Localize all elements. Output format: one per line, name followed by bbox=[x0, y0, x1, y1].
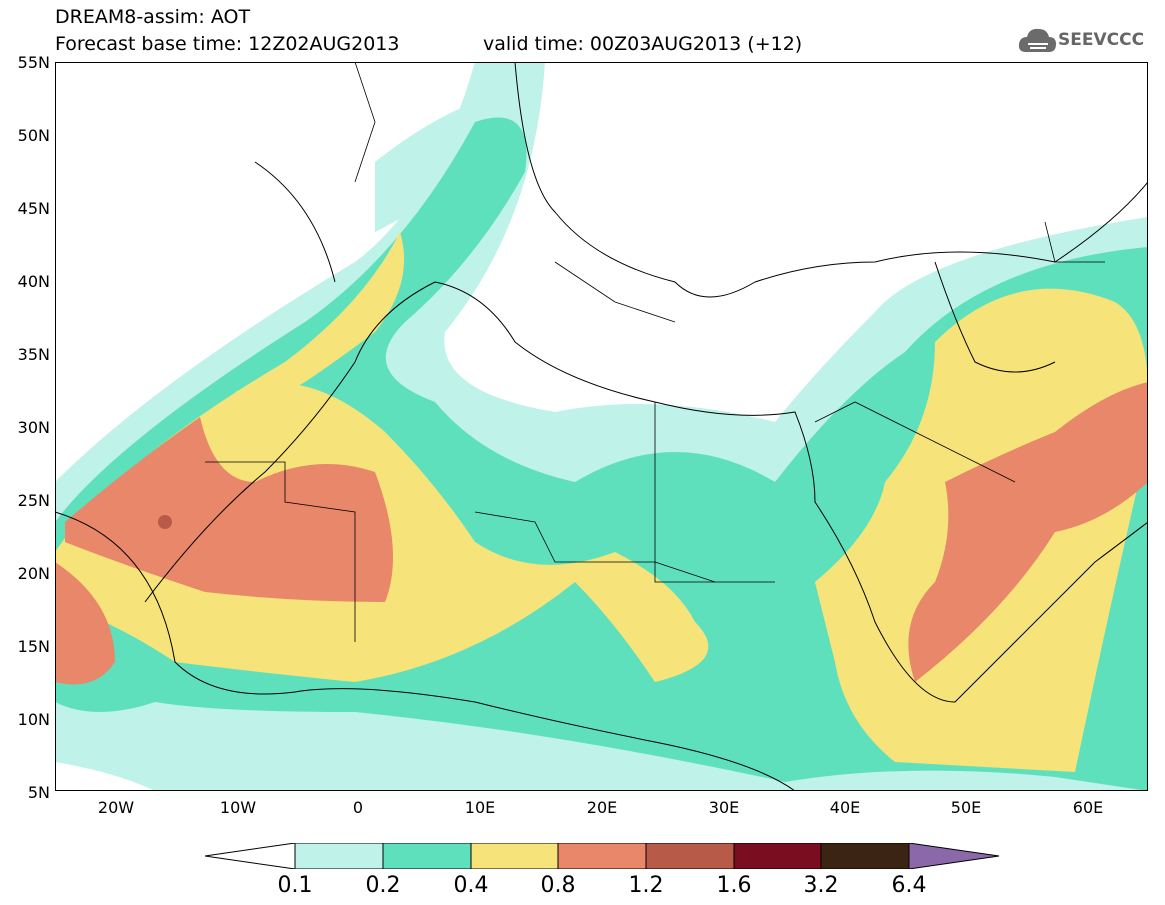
aot-colorbar bbox=[205, 843, 1000, 869]
lon-label: 30E bbox=[708, 798, 740, 817]
colorbar-segment bbox=[294, 843, 384, 869]
colorbar-label: 0.4 bbox=[453, 873, 489, 898]
lat-label: 40N bbox=[17, 272, 50, 291]
lon-label: 0 bbox=[352, 798, 364, 817]
lat-label: 10N bbox=[17, 710, 50, 729]
colorbar-label: 0.8 bbox=[540, 873, 576, 898]
valid-time: valid time: 00Z03AUG2013 (+12) bbox=[483, 33, 803, 55]
lat-label: 35N bbox=[17, 345, 50, 364]
lon-label: 50E bbox=[950, 798, 982, 817]
country-borders bbox=[205, 62, 1105, 642]
colorbar-label: 1.6 bbox=[716, 873, 752, 898]
coastlines bbox=[55, 62, 1148, 791]
lat-label: 50N bbox=[17, 126, 50, 145]
colorbar-label: 3.2 bbox=[803, 873, 839, 898]
seevccc-logo-text: SEEVCCC bbox=[1058, 30, 1145, 50]
colorbar-label: 0.2 bbox=[365, 873, 401, 898]
lat-label: 30N bbox=[17, 418, 50, 437]
lat-label: 5N bbox=[27, 783, 50, 802]
colorbar-segment bbox=[382, 843, 472, 869]
aot-band-0-8-arabia bbox=[908, 382, 1148, 682]
aot-band-1-2-spot bbox=[158, 515, 172, 529]
aot-band-0-8 bbox=[65, 417, 393, 602]
colorbar-segment bbox=[470, 843, 559, 869]
lat-label: 55N bbox=[17, 53, 50, 72]
lon-label: 10W bbox=[219, 798, 257, 817]
colorbar-segment bbox=[733, 843, 822, 869]
lat-label: 20N bbox=[17, 564, 50, 583]
colorbar-low-triangle bbox=[205, 843, 296, 869]
lat-label: 15N bbox=[17, 637, 50, 656]
lon-label: 20W bbox=[97, 798, 135, 817]
aot-band-0-8-west bbox=[55, 562, 115, 685]
lon-label: 60E bbox=[1072, 798, 1104, 817]
colorbar-segment bbox=[820, 843, 910, 869]
colorbar-segment bbox=[557, 843, 647, 869]
colorbar-high-triangle bbox=[908, 843, 1000, 869]
forecast-base-time: Forecast base time: 12Z02AUG2013 bbox=[55, 33, 400, 55]
aot-field bbox=[55, 62, 1148, 791]
lat-label: 25N bbox=[17, 491, 50, 510]
colorbar-label: 1.2 bbox=[628, 873, 664, 898]
lon-label: 10E bbox=[464, 798, 496, 817]
lat-label: 45N bbox=[17, 199, 50, 218]
colorbar-label: 0.1 bbox=[277, 873, 313, 898]
colorbar-label: 6.4 bbox=[891, 873, 927, 898]
map-title: DREAM8-assim: AOT bbox=[55, 6, 251, 28]
lon-label: 20E bbox=[586, 798, 618, 817]
lon-label: 40E bbox=[829, 798, 861, 817]
colorbar-segment bbox=[645, 843, 735, 869]
cloud-logo-icon bbox=[1018, 28, 1056, 52]
aot-map bbox=[55, 62, 1148, 791]
